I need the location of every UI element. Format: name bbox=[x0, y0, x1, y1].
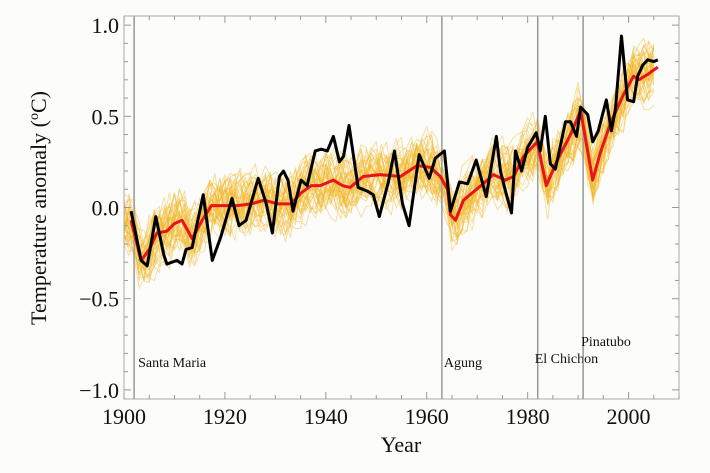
data-series bbox=[129, 34, 659, 268]
ensemble-run-line bbox=[123, 43, 655, 271]
x-tick-label: 1920 bbox=[203, 404, 247, 429]
ensemble-run-line bbox=[123, 64, 655, 255]
ensemble-run-line bbox=[123, 64, 654, 265]
ensemble-run-line bbox=[123, 56, 655, 253]
ensemble-run-line bbox=[123, 65, 655, 260]
ensemble-run-line bbox=[123, 56, 655, 255]
ensemble-run-line bbox=[123, 50, 654, 290]
y-tick-label: −1.0 bbox=[79, 378, 119, 403]
y-tick-label: 1.0 bbox=[92, 13, 120, 38]
x-tick-label: 1980 bbox=[506, 404, 550, 429]
event-label: Agung bbox=[444, 356, 482, 371]
ensemble-run-line bbox=[123, 73, 654, 278]
event-label: Santa Maria bbox=[138, 356, 207, 371]
x-tick-label: 1900 bbox=[102, 404, 146, 429]
x-tick-label: 1960 bbox=[405, 404, 449, 429]
ensemble-run-line bbox=[123, 48, 655, 263]
x-axis-label: Year bbox=[381, 432, 422, 457]
y-axis-label: Temperature anomaly (oC) bbox=[26, 91, 51, 325]
ensemble-run-line bbox=[123, 52, 655, 270]
volcanic-event-lines: Santa Maria Agung El Chichon Pinatubo bbox=[133, 16, 631, 399]
observed-line bbox=[129, 34, 659, 268]
ensemble-run-line bbox=[123, 45, 655, 272]
y-tick-label: −0.5 bbox=[79, 287, 119, 312]
y-tick-label: 0.0 bbox=[92, 196, 120, 221]
x-tick-label: 2000 bbox=[607, 404, 651, 429]
x-tick-label: 1940 bbox=[304, 404, 348, 429]
axes: 1900 1920 1940 1960 1980 2000 −1.0 −0.5 0.0 0.5 1.… bbox=[79, 13, 680, 429]
ensemble-run-line bbox=[123, 60, 655, 266]
ensemble-run-line bbox=[123, 43, 655, 279]
ensemble-run-line bbox=[123, 48, 655, 254]
event-label: El Chichon bbox=[535, 352, 598, 367]
event-label: Pinatubo bbox=[581, 335, 631, 350]
ensemble-runs bbox=[123, 37, 655, 290]
ensemble-run-line bbox=[123, 47, 655, 277]
ensemble-run-line bbox=[123, 57, 655, 250]
y-tick-label: 0.5 bbox=[92, 104, 120, 129]
ensemble-run-line bbox=[123, 46, 655, 254]
